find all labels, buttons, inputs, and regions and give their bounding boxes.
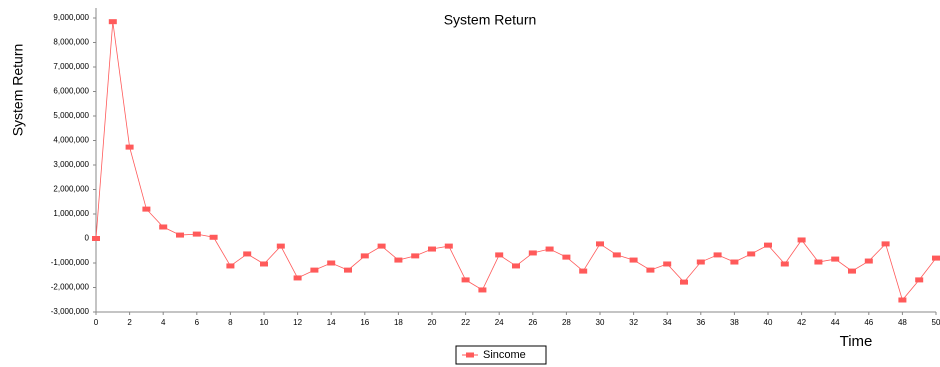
x-tick-label: 30 xyxy=(596,318,605,327)
x-tick-label: 16 xyxy=(360,318,369,327)
point-marker xyxy=(377,243,386,249)
y-tick-label: 1,000,000 xyxy=(53,209,89,218)
x-axis-label: Time xyxy=(840,333,873,350)
point-marker xyxy=(646,267,655,273)
y-tick-label: 9,000,000 xyxy=(53,13,89,22)
point-marker xyxy=(360,253,369,259)
x-tick-label: 10 xyxy=(260,318,269,327)
point-marker xyxy=(579,268,588,274)
point-marker xyxy=(814,259,823,265)
x-tick-label: 22 xyxy=(461,318,470,327)
x-tick-label: 34 xyxy=(663,318,672,327)
point-marker xyxy=(545,246,554,252)
point-marker xyxy=(596,241,604,247)
x-tick-label: 2 xyxy=(127,318,132,327)
point-marker xyxy=(260,261,268,267)
y-axis-label: System Return xyxy=(10,44,26,137)
x-tick-label: 14 xyxy=(327,318,336,327)
x-tick-label: 18 xyxy=(394,318,403,327)
chart-title: System Return xyxy=(444,12,537,28)
point-marker xyxy=(696,259,705,265)
point-marker xyxy=(444,243,453,249)
y-tick-label: -1,000,000 xyxy=(51,258,90,267)
point-marker xyxy=(780,261,789,267)
y-tick-label: 4,000,000 xyxy=(53,136,89,145)
point-marker xyxy=(276,243,285,249)
point-marker xyxy=(159,224,168,230)
point-marker xyxy=(192,231,201,237)
point-marker xyxy=(512,263,520,269)
x-tick-label: 40 xyxy=(764,318,773,327)
y-tick-label: 7,000,000 xyxy=(53,62,89,71)
point-marker xyxy=(92,236,100,241)
x-tick-label: 12 xyxy=(293,318,302,327)
point-marker xyxy=(629,257,638,263)
legend-label: Sincome xyxy=(483,349,526,361)
x-tick-label: 46 xyxy=(864,318,873,327)
point-marker xyxy=(327,260,336,266)
y-tick-label: -2,000,000 xyxy=(51,283,90,292)
point-marker xyxy=(612,252,621,258)
x-tick-label: 4 xyxy=(161,318,166,327)
x-tick-label: 8 xyxy=(228,318,233,327)
y-tick-label: 6,000,000 xyxy=(53,87,89,96)
x-tick-label: 36 xyxy=(696,318,705,327)
point-marker xyxy=(848,268,856,274)
point-marker xyxy=(226,263,235,269)
x-tick-label: 44 xyxy=(831,318,840,327)
point-marker xyxy=(209,234,218,240)
x-tick-label: 0 xyxy=(94,318,99,327)
point-marker xyxy=(831,256,840,262)
legend-marker xyxy=(466,352,474,358)
x-tick-label: 26 xyxy=(528,318,537,327)
point-marker xyxy=(528,250,537,256)
legend xyxy=(455,345,547,365)
point-marker xyxy=(680,279,688,285)
x-tick-label: 38 xyxy=(730,318,739,327)
point-marker xyxy=(495,252,504,258)
point-marker xyxy=(108,19,117,25)
x-tick-label: 20 xyxy=(428,318,437,327)
point-marker xyxy=(142,206,151,212)
point-marker xyxy=(125,144,134,150)
point-marker xyxy=(478,287,487,293)
point-marker xyxy=(293,275,302,281)
point-marker xyxy=(344,267,352,273)
series-line xyxy=(95,21,937,301)
x-tick-label: 42 xyxy=(797,318,806,327)
point-marker xyxy=(176,232,184,238)
point-marker xyxy=(932,255,940,261)
point-marker xyxy=(797,237,806,243)
point-marker xyxy=(898,297,907,303)
point-marker xyxy=(562,254,571,260)
y-tick-label: 5,000,000 xyxy=(53,111,89,120)
x-tick-label: 50 xyxy=(932,318,940,327)
y-tick-label: 2,000,000 xyxy=(53,185,89,194)
y-tick-label: -3,000,000 xyxy=(51,307,90,316)
point-marker xyxy=(310,267,319,273)
point-marker xyxy=(461,277,470,283)
point-marker xyxy=(747,251,756,257)
point-marker xyxy=(428,246,436,252)
point-marker xyxy=(864,258,873,264)
x-tick-label: 6 xyxy=(195,318,200,327)
x-tick-label: 28 xyxy=(562,318,571,327)
y-tick-label: 8,000,000 xyxy=(53,38,89,47)
point-marker xyxy=(411,253,420,259)
point-marker xyxy=(881,241,890,247)
point-marker xyxy=(764,242,772,248)
x-tick-label: 48 xyxy=(898,318,907,327)
point-marker xyxy=(243,251,252,257)
x-tick-label: 32 xyxy=(629,318,638,327)
x-tick-label: 24 xyxy=(495,318,504,327)
point-marker xyxy=(394,257,403,263)
y-tick-label: 3,000,000 xyxy=(53,160,89,169)
point-marker xyxy=(663,261,672,267)
point-marker xyxy=(713,252,722,258)
point-marker xyxy=(915,277,924,283)
y-tick-label: 0 xyxy=(85,234,90,243)
point-marker xyxy=(730,259,739,265)
